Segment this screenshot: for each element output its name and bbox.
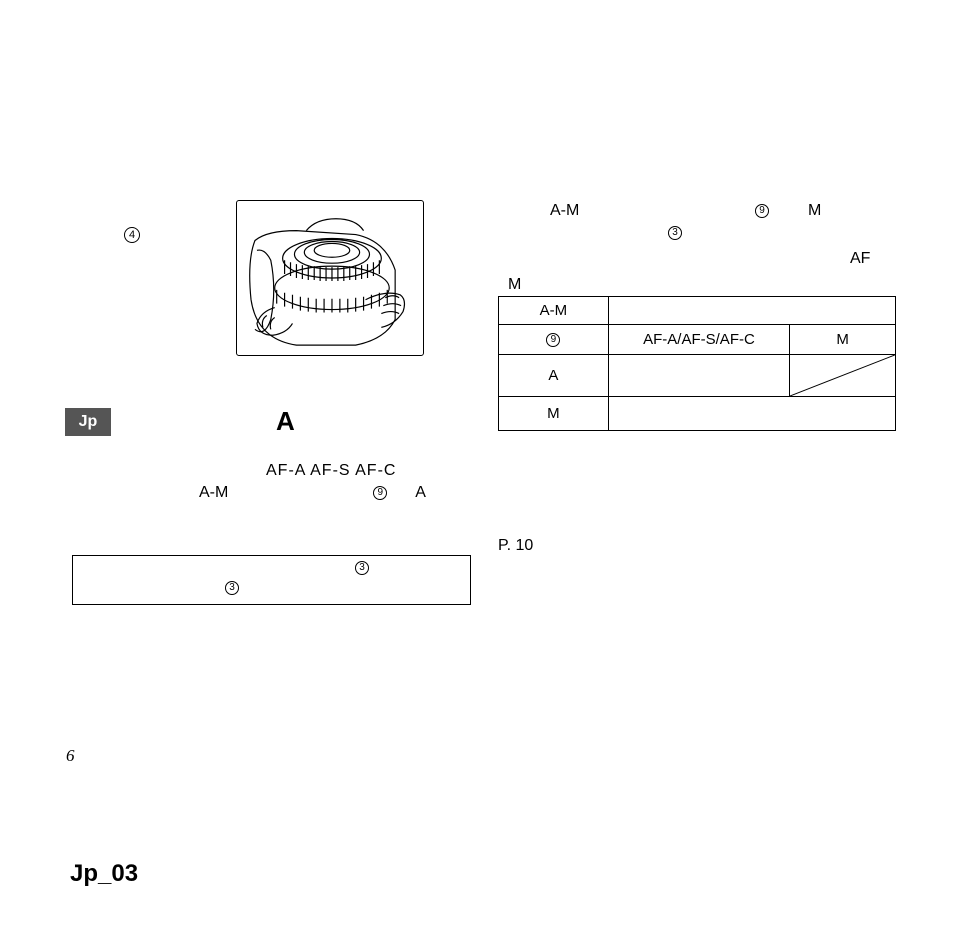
table-cell-afmodes: AF-A/AF-S/AF-C bbox=[608, 325, 790, 355]
table-head-am: A-M bbox=[499, 297, 609, 325]
language-tab-jp: Jp bbox=[65, 408, 111, 436]
diagonal-line-icon bbox=[790, 355, 895, 396]
page-ref-p10: P. 10 bbox=[498, 537, 533, 555]
m-label: M bbox=[508, 276, 521, 294]
af-modes-text: AF-A AF-S AF-C bbox=[266, 462, 396, 480]
camera-lens-drawing bbox=[237, 201, 423, 355]
m-label: M bbox=[808, 202, 821, 220]
section-heading-a: A bbox=[276, 406, 295, 437]
table-head-empty bbox=[790, 297, 896, 325]
circled-3-icon: 3 bbox=[225, 581, 239, 595]
page-number: 6 bbox=[66, 746, 75, 766]
focus-mode-table: A-M 9 AF-A/AF-S/AF-C M A M bbox=[498, 296, 896, 431]
table-cell-empty bbox=[608, 397, 790, 431]
lens-illustration bbox=[236, 200, 424, 356]
table-cell-m: M bbox=[499, 397, 609, 431]
am-switch-text: A-M 9 A bbox=[199, 484, 426, 502]
circled-9-icon: 9 bbox=[755, 204, 769, 218]
table-cell-a: A bbox=[499, 355, 609, 397]
table-cell-m: M bbox=[790, 325, 896, 355]
a-label: A bbox=[415, 484, 426, 501]
circled-4-icon: 4 bbox=[124, 227, 140, 243]
circled-3-icon: 3 bbox=[668, 226, 682, 240]
right-text-row1: A-M 9 M bbox=[498, 202, 918, 220]
table-cell-c9: 9 bbox=[499, 325, 609, 355]
table-cell-empty bbox=[608, 355, 790, 397]
am-label: A-M bbox=[199, 484, 228, 501]
footer-label: Jp_03 bbox=[70, 860, 138, 888]
table-cell-empty bbox=[790, 397, 896, 431]
note-box bbox=[72, 555, 471, 605]
circled-9-icon: 9 bbox=[373, 486, 387, 500]
circled-3-icon: 3 bbox=[355, 561, 369, 575]
ref-4: 4 bbox=[124, 225, 142, 243]
am-label: A-M bbox=[550, 202, 579, 219]
af-label: AF bbox=[850, 250, 870, 268]
table-head-empty bbox=[608, 297, 790, 325]
circled-9-icon: 9 bbox=[546, 333, 560, 347]
table-cell-diagonal bbox=[790, 355, 896, 397]
